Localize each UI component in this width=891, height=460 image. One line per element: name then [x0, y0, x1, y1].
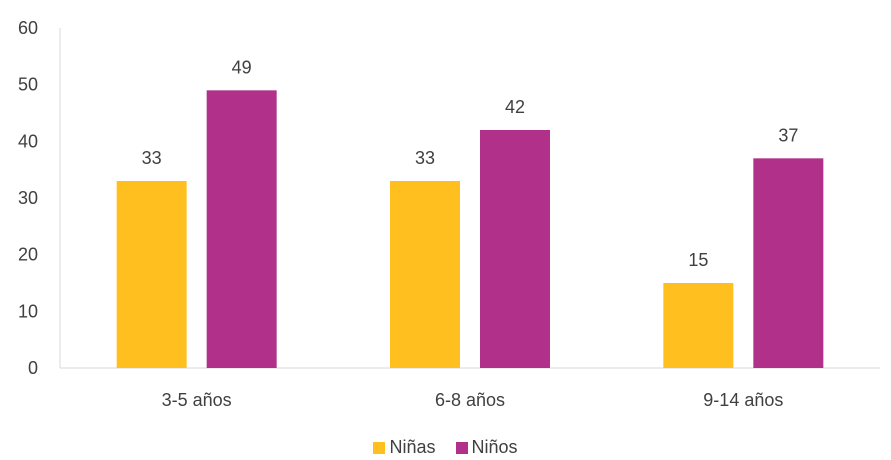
bar	[116, 181, 187, 368]
legend: Niñas Niños	[0, 437, 891, 458]
legend-label-ninas: Niñas	[389, 437, 436, 457]
data-label: 42	[505, 97, 525, 117]
data-label: 15	[688, 250, 708, 270]
y-tick-label: 40	[18, 131, 38, 151]
y-tick-label: 30	[18, 188, 38, 208]
data-label: 37	[778, 125, 798, 145]
y-tick-label: 60	[18, 18, 38, 38]
legend-label-ninos: Niños	[471, 437, 518, 457]
x-tick-label: 9-14 años	[703, 390, 783, 410]
bar	[480, 130, 550, 368]
bar	[753, 158, 824, 368]
data-label: 33	[142, 148, 162, 168]
y-tick-label: 10	[18, 301, 38, 321]
legend-swatch-ninas	[373, 441, 386, 454]
bar	[206, 90, 277, 368]
data-label: 33	[415, 148, 435, 168]
legend-item-ninas: Niñas	[373, 437, 436, 458]
y-tick-label: 0	[28, 358, 38, 378]
y-tick-label: 50	[18, 75, 38, 95]
legend-item-ninos: Niños	[455, 437, 518, 458]
legend-swatch-ninos	[455, 441, 468, 454]
data-label: 49	[232, 57, 252, 77]
bar-chart-svg: 0 10 20 30 40 50 60 33 49 3-5 años 33 42 6-8 años 15 3…	[18, 18, 880, 410]
bar	[663, 283, 734, 368]
bar	[390, 181, 460, 368]
x-tick-label: 3-5 años	[162, 390, 232, 410]
y-tick-label: 20	[18, 245, 38, 265]
x-tick-label: 6-8 años	[435, 390, 505, 410]
